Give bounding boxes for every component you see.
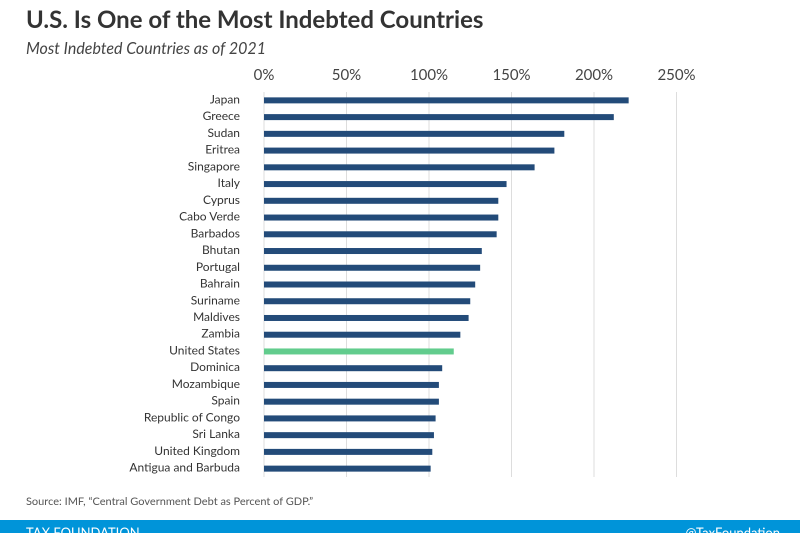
y-tick-label: Maldives: [193, 309, 240, 324]
x-tick-label: 150%: [492, 66, 530, 84]
source: Source: IMF, “Central Government Debt as…: [26, 495, 313, 508]
bar: [264, 348, 454, 355]
bar: [264, 281, 476, 288]
bar: [264, 432, 434, 439]
y-tick-label: United States: [169, 342, 240, 357]
chart-subtitle: Most Indebted Countries as of 2021: [26, 39, 266, 58]
bar: [264, 381, 439, 388]
bar: [264, 365, 443, 372]
x-tick-label: 100%: [410, 66, 448, 84]
bar: [264, 298, 471, 305]
x-tick-label: 50%: [332, 66, 361, 84]
x-tick-label: 250%: [657, 66, 695, 84]
y-tick-label: Mozambique: [172, 376, 240, 391]
y-tick-label: Eritrea: [205, 142, 240, 157]
bar: [264, 415, 436, 422]
bar: [264, 164, 535, 171]
bar: [264, 214, 499, 221]
footer-left: TAX FOUNDATION: [26, 524, 140, 533]
y-tick-label: Cyprus: [203, 192, 240, 207]
y-tick-label: Greece: [203, 108, 240, 123]
bar: [264, 331, 461, 338]
bar: [264, 130, 565, 137]
bar: [264, 398, 439, 405]
footer-right: @TaxFoundation: [686, 524, 780, 533]
y-tick-label: Dominica: [190, 359, 240, 374]
bar: [264, 465, 431, 472]
bar: [264, 264, 481, 271]
bar: [264, 448, 433, 455]
y-tick-label: United Kingdom: [154, 443, 240, 458]
bar: [264, 97, 629, 104]
chart-title: U.S. Is One of the Most Indebted Countri…: [26, 5, 483, 34]
bar: [264, 114, 614, 121]
y-tick-label: Cabo Verde: [179, 209, 240, 224]
y-tick-label: Japan: [210, 91, 240, 106]
y-tick-label: Bhutan: [202, 242, 240, 257]
y-tick-label: Italy: [218, 175, 241, 190]
y-tick-label: Barbados: [191, 225, 240, 240]
y-tick-label: Antigua and Barbuda: [129, 460, 240, 475]
bar: [264, 314, 469, 321]
y-tick-label: Republic of Congo: [144, 409, 240, 424]
y-tick-label: Portugal: [196, 259, 240, 274]
y-tick-label: Spain: [211, 393, 240, 408]
bar: [264, 147, 555, 154]
y-tick-label: Suriname: [191, 292, 240, 307]
bar: [264, 231, 497, 238]
y-tick-label: Singapore: [188, 158, 240, 173]
bar: [264, 248, 482, 255]
bar: [264, 197, 499, 204]
y-tick-label: Zambia: [201, 326, 240, 341]
y-tick-label: Sudan: [208, 125, 240, 140]
footer-band: [0, 520, 800, 533]
bar: [264, 181, 507, 188]
x-tick-label: 0%: [254, 66, 275, 84]
y-tick-label: Bahrain: [200, 276, 240, 291]
y-tick-label: Sri Lanka: [192, 426, 240, 441]
x-tick-label: 200%: [575, 66, 613, 84]
